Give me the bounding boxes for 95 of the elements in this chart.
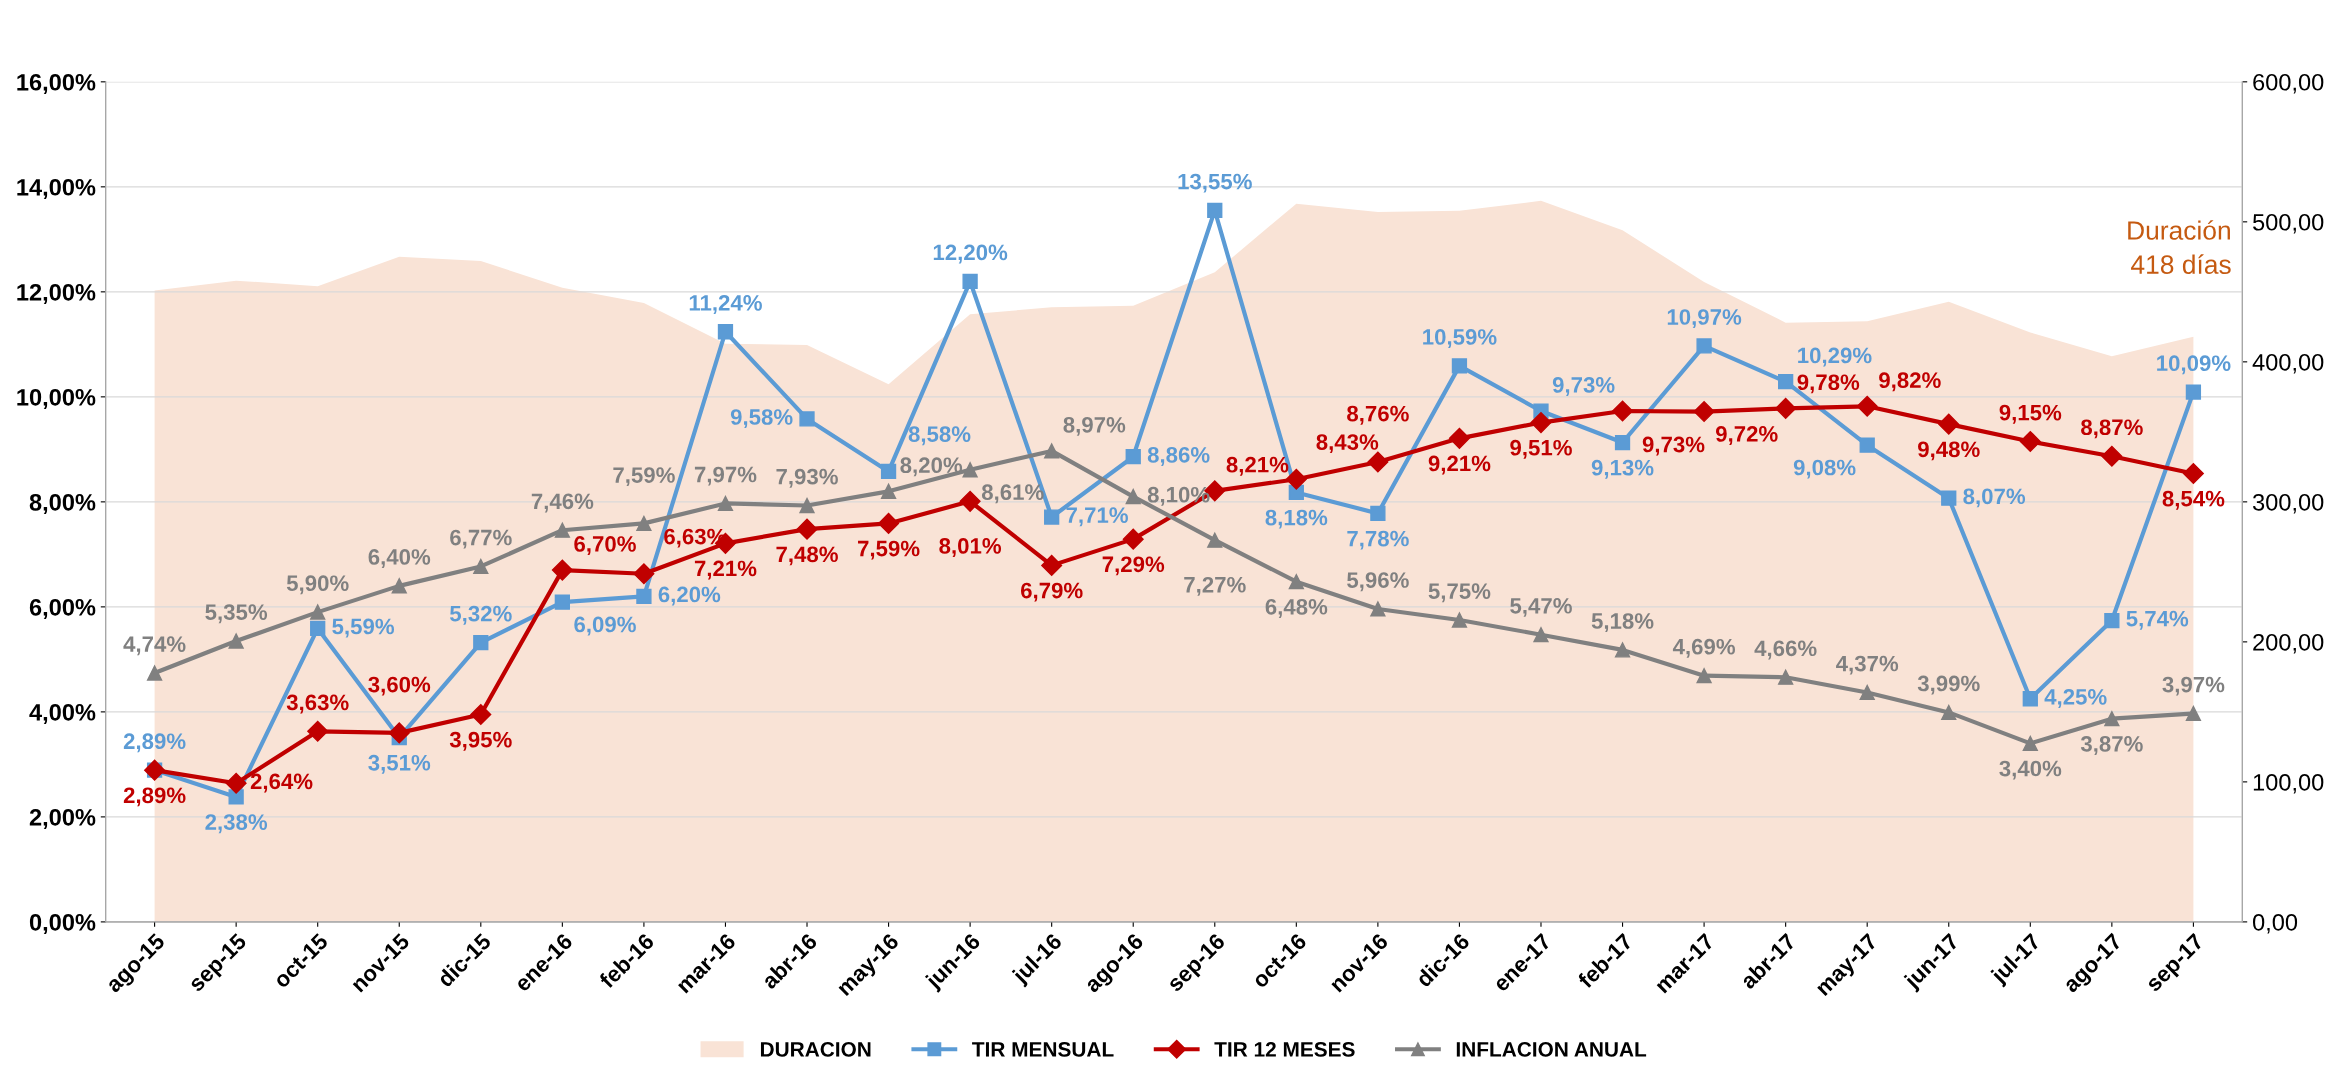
data-label: 5,59% [332, 618, 395, 638]
y2-tick-label: 200,00 [2253, 633, 2324, 654]
data-label: 7,78% [1347, 530, 1409, 550]
data-label: 9,08% [1793, 459, 1856, 479]
data-label: 2,89% [123, 733, 186, 753]
data-label: 6,20% [658, 586, 721, 606]
data-label: 7,59% [613, 467, 675, 487]
data-label: 6,09% [574, 616, 636, 636]
data-label: 3,97% [2162, 676, 2225, 696]
data-label: 2,64% [250, 773, 313, 793]
legend-label: TIR 12 MESES [1214, 1042, 1355, 1057]
data-label: 8,43% [1316, 434, 1379, 454]
data-label: 8,54% [2162, 490, 2225, 510]
data-label: 4,74% [123, 636, 186, 656]
data-label: 12,20% [933, 244, 1008, 264]
y2-tick-label: 300,00 [2252, 493, 2324, 514]
data-label: 9,78% [1797, 374, 1860, 394]
data-label: 9,48% [1918, 441, 1980, 461]
data-label: 9,73% [1642, 436, 1705, 456]
y-tick-label: 4,00% [29, 703, 96, 725]
data-label: 8,20% [900, 457, 963, 477]
data-label: 9,21% [1428, 455, 1491, 475]
legend-label: DURACION [760, 1042, 871, 1057]
y2-tick-label: 0,00 [2252, 913, 2298, 934]
data-label: 8,97% [1063, 416, 1126, 436]
data-label: 7,29% [1102, 556, 1165, 576]
data-label: 8,58% [908, 426, 971, 446]
data-label: 5,32% [449, 605, 512, 625]
data-label: 4,37% [1836, 655, 1899, 675]
data-label: 10,97% [1667, 309, 1742, 329]
data-label: 9,15% [1999, 404, 2062, 424]
data-label: 7,46% [531, 493, 594, 513]
data-label: 10,09% [2157, 355, 2231, 375]
data-label: 11,24% [689, 294, 762, 314]
data-label: 3,63% [286, 694, 349, 714]
y-tick-label: 6,00% [29, 598, 96, 620]
data-label: 7,21% [694, 560, 757, 580]
data-label: 6,40% [368, 549, 431, 569]
data-label: 7,71% [1066, 507, 1128, 527]
data-label: 3,51% [368, 754, 431, 774]
y2-tick-label: 600,00 [2253, 73, 2324, 94]
data-label: 3,95% [449, 731, 512, 751]
data-label: 5,96% [1347, 572, 1409, 592]
data-label: 9,72% [1715, 426, 1778, 445]
y2-tick-label: 400,00 [2252, 353, 2324, 374]
data-label: 13,55% [1178, 173, 1252, 193]
data-label: 8,18% [1265, 509, 1328, 529]
data-label: 8,01% [939, 538, 1002, 557]
data-label: 9,73% [1552, 377, 1615, 396]
data-label: 5,90% [286, 575, 349, 595]
data-label: 5,35% [205, 604, 268, 624]
data-label: 5,47% [1510, 597, 1572, 617]
data-label: 3,40% [1999, 760, 2062, 780]
data-label: 10,59% [1423, 329, 1497, 349]
data-label: 6,70% [574, 536, 636, 556]
data-label: 3,60% [368, 676, 431, 696]
data-label: 5,75% [1428, 583, 1491, 603]
data-label: 2,38% [205, 814, 268, 834]
data-label: 10,29% [1798, 347, 1872, 367]
data-label: 3,87% [2080, 735, 2143, 755]
data-label: 7,97% [694, 466, 757, 486]
y-tick-label: 16,00% [17, 73, 96, 95]
data-label: 9,51% [1510, 439, 1572, 459]
legend-label: TIR MENSUAL [972, 1042, 1114, 1057]
data-label: 4,66% [1754, 640, 1817, 660]
data-label: 6,77% [450, 529, 512, 549]
data-label: 3,99% [1917, 675, 1980, 695]
data-label: 8,07% [1963, 488, 2026, 508]
y-tick-label: 12,00% [17, 283, 96, 305]
data-label: 6,48% [1265, 598, 1328, 618]
data-label: 9,13% [1591, 459, 1654, 479]
data-label: 9,58% [730, 409, 793, 429]
annotation: Duración 418 días [2128, 220, 2231, 274]
data-label: 7,59% [858, 540, 920, 560]
data-label: 7,48% [776, 546, 838, 566]
y-tick-label: 8,00% [29, 493, 96, 515]
y-tick-label: 14,00% [17, 178, 96, 200]
data-label: 8,86% [1147, 446, 1210, 466]
data-label: 9,82% [1879, 372, 1941, 392]
data-label: 7,93% [776, 468, 838, 488]
data-label: 6,79% [1020, 582, 1083, 602]
y2-tick-label: 100,00 [2253, 773, 2324, 794]
legend-label: INFLACION ANUAL [1456, 1042, 1647, 1057]
data-label: 8,76% [1347, 405, 1409, 425]
data-label: 4,25% [2044, 688, 2107, 708]
data-label: 5,74% [2126, 610, 2189, 630]
data-label: 5,18% [1591, 613, 1654, 633]
y-tick-label: 10,00% [17, 388, 96, 410]
y2-tick-label: 500,00 [2253, 213, 2324, 234]
data-label: 4,69% [1672, 638, 1736, 658]
data-label: 2,89% [123, 787, 186, 807]
y-tick-label: 2,00% [29, 808, 96, 830]
y-tick-label: 0,00% [29, 913, 96, 935]
data-label: 8,87% [2081, 419, 2143, 439]
data-label: 7,27% [1184, 576, 1246, 596]
